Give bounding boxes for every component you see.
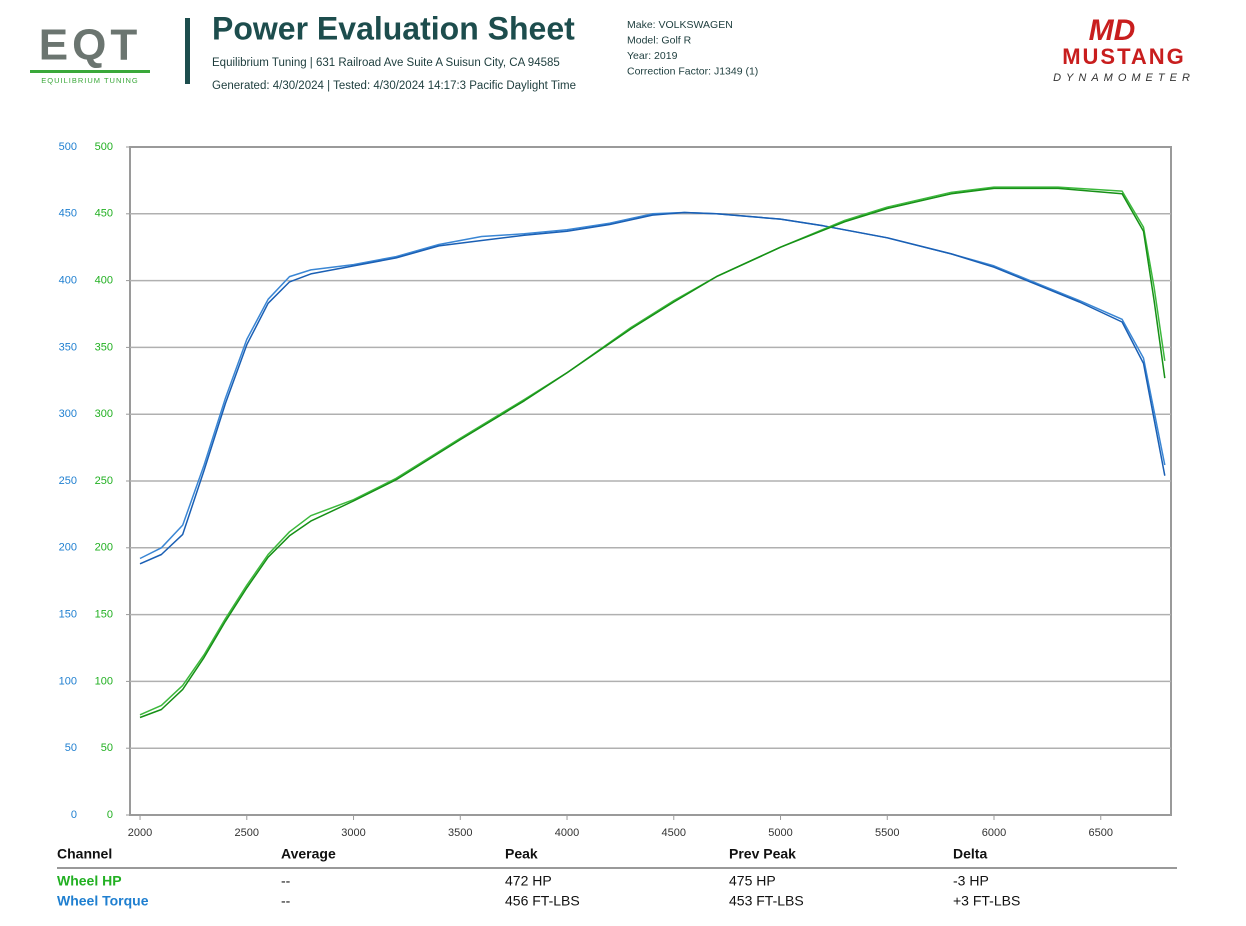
title: Power Evaluation Sheet <box>212 10 575 46</box>
x-tick-label: 2500 <box>235 827 259 839</box>
y-tick-label: 450 <box>59 208 77 220</box>
logo-mark: MD <box>1089 14 1136 47</box>
data-line <box>139 211 1166 560</box>
column-header: Prev Peak <box>729 846 796 862</box>
detail: Correction Factor: J1349 (1) <box>627 65 758 77</box>
x-tick-label: 6000 <box>982 827 1006 839</box>
logo-caption: DYNAMOMETER <box>1053 72 1195 84</box>
y2-tick-label: 350 <box>95 341 113 353</box>
y-tick-label: 500 <box>59 141 77 153</box>
table-cell: 453 FT-LBS <box>729 893 804 909</box>
column-header: Peak <box>505 846 538 862</box>
x-tick-label: 4000 <box>555 827 579 839</box>
header-divider <box>185 18 190 84</box>
results-table: Channel Average Peak Prev Peak Delta Wheel HP… <box>57 846 1177 909</box>
data-line <box>139 187 1166 719</box>
logo-name: MUSTANG <box>1062 44 1186 69</box>
y-tick-label: 250 <box>59 475 77 487</box>
channel-name: Wheel HP <box>57 873 122 889</box>
table-cell: -- <box>281 873 291 889</box>
y2-tick-label: 50 <box>101 742 113 754</box>
y2-tick-label: 200 <box>95 542 113 554</box>
data-line <box>139 186 1166 716</box>
logo-stripe <box>30 70 150 73</box>
y-tick-label: 200 <box>59 542 77 554</box>
data-line <box>139 211 1166 565</box>
logo-right: MD MUSTANG DYNAMOMETER <box>1053 14 1195 84</box>
table-cell: -- <box>281 893 291 909</box>
chart: 0501001502002503003504004505000501001502… <box>59 141 1171 839</box>
x-tick-label: 2000 <box>128 827 152 839</box>
subtitle: Equilibrium Tuning | 631 Railroad Ave Su… <box>212 57 560 69</box>
detail: Year: 2019 <box>627 50 678 62</box>
y2-tick-label: 500 <box>95 141 113 153</box>
x-tick-label: 3000 <box>341 827 365 839</box>
column-header: Channel <box>57 846 112 862</box>
y2-tick-label: 450 <box>95 208 113 220</box>
y2-tick-label: 100 <box>95 675 113 687</box>
y-tick-label: 350 <box>59 341 77 353</box>
y-tick-label: 150 <box>59 609 77 621</box>
y2-tick-label: 0 <box>107 809 113 821</box>
generated: Generated: 4/30/2024 | Tested: 4/30/2024… <box>212 80 576 92</box>
x-tick-label: 5000 <box>768 827 792 839</box>
x-tick-label: 4500 <box>662 827 686 839</box>
channel-name: Wheel Torque <box>57 893 149 909</box>
logo-text: EQT <box>39 21 141 70</box>
y-tick-label: 50 <box>65 742 77 754</box>
column-header: Delta <box>953 846 987 862</box>
logo-caption: EQUILIBRIUM TUNING <box>41 76 138 85</box>
x-tick-label: 5500 <box>875 827 899 839</box>
detail: Model: Golf R <box>627 34 692 46</box>
logo-left: EQT EQUILIBRIUM TUNING <box>30 21 150 85</box>
y2-tick-label: 400 <box>95 275 113 287</box>
y-tick-label: 300 <box>59 408 77 420</box>
detail: Make: VOLKSWAGEN <box>627 19 733 31</box>
vehicle-details: Make: VOLKSWAGEN Model: Golf R Year: 2019 C… <box>627 19 758 78</box>
column-header: Average <box>281 846 336 862</box>
x-tick-label: 6500 <box>1089 827 1113 839</box>
table-cell: 472 HP <box>505 873 552 889</box>
y-tick-label: 0 <box>71 809 77 821</box>
y-tick-label: 100 <box>59 675 77 687</box>
table-cell: 456 FT-LBS <box>505 893 580 909</box>
y-tick-label: 400 <box>59 275 77 287</box>
x-tick-label: 3500 <box>448 827 472 839</box>
table-cell: 475 HP <box>729 873 776 889</box>
table-cell: -3 HP <box>953 873 989 889</box>
table-cell: +3 FT-LBS <box>953 893 1020 909</box>
y2-tick-label: 150 <box>95 609 113 621</box>
y2-tick-label: 250 <box>95 475 113 487</box>
y2-tick-label: 300 <box>95 408 113 420</box>
